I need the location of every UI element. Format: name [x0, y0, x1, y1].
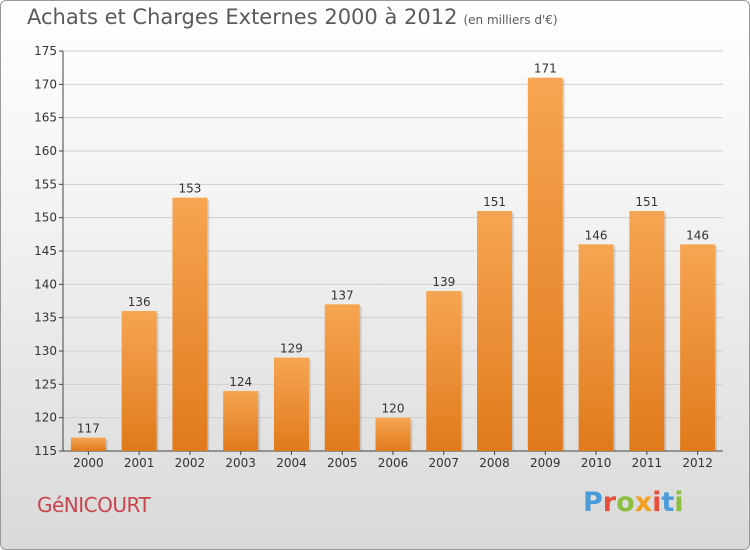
y-tick-label: 145: [34, 244, 57, 258]
y-tick-label: 125: [34, 377, 57, 391]
x-tick-label: 2008: [479, 456, 510, 470]
data-label: 120: [382, 402, 405, 416]
data-label: 151: [635, 195, 658, 209]
bar: [629, 211, 665, 451]
data-label: 124: [229, 375, 252, 389]
y-tick-label: 140: [34, 277, 57, 291]
x-tick-label: 2002: [175, 456, 206, 470]
data-label: 153: [178, 182, 201, 196]
proxiti-logo: Proxiti: [583, 487, 684, 518]
y-tick-label: 115: [34, 444, 57, 458]
data-label: 137: [331, 288, 354, 302]
bar: [426, 291, 462, 451]
x-tick-label: 2010: [581, 456, 612, 470]
y-tick-label: 175: [34, 44, 57, 58]
bar: [70, 437, 106, 451]
bar: [680, 244, 716, 451]
y-tick-label: 155: [34, 177, 57, 191]
y-tick-label: 165: [34, 111, 57, 125]
data-label: 136: [128, 295, 151, 309]
chart-title: Achats et Charges Externes 2000 à 2012 (e…: [27, 5, 558, 29]
y-tick-label: 170: [34, 77, 57, 91]
data-label: 146: [585, 228, 608, 242]
logo-letter: P: [583, 487, 603, 518]
chart-subtitle: (en milliers d'€): [463, 13, 558, 27]
bar: [121, 311, 157, 451]
bar: [527, 77, 563, 452]
y-tick-label: 160: [34, 144, 57, 158]
x-tick-label: 2006: [378, 456, 409, 470]
data-label: 146: [686, 228, 709, 242]
logo-letter: r: [602, 487, 617, 518]
x-tick-label: 2005: [327, 456, 358, 470]
data-label: 139: [432, 275, 455, 289]
bar: [578, 244, 614, 451]
logo-letter: i: [652, 487, 662, 518]
bar: [324, 304, 360, 451]
y-tick-label: 130: [34, 344, 57, 358]
x-tick-label: 2007: [428, 456, 459, 470]
x-tick-label: 2001: [124, 456, 155, 470]
y-tick-label: 135: [34, 311, 57, 325]
bar: [223, 391, 259, 451]
x-tick-label: 2011: [632, 456, 663, 470]
chart-title-text: Achats et Charges Externes 2000 à 2012: [27, 5, 458, 29]
data-label: 151: [483, 195, 506, 209]
data-label: 129: [280, 342, 303, 356]
x-tick-label: 2012: [682, 456, 713, 470]
y-tick-label: 150: [34, 211, 57, 225]
x-tick-label: 2004: [276, 456, 307, 470]
x-tick-label: 2000: [73, 456, 104, 470]
data-label: 171: [534, 62, 557, 76]
logo-letter: i: [674, 487, 684, 518]
commune-name: GéNICOURT: [37, 493, 151, 517]
x-tick-label: 2003: [225, 456, 256, 470]
bar: [273, 357, 309, 451]
logo-letter: o: [616, 487, 635, 518]
bar: [375, 417, 411, 451]
logo-letter: t: [661, 487, 675, 518]
y-tick-label: 120: [34, 411, 57, 425]
bar: [477, 211, 513, 451]
bar: [172, 197, 208, 451]
logo-letter: x: [634, 487, 653, 518]
x-tick-label: 2009: [530, 456, 561, 470]
data-label: 117: [77, 422, 100, 436]
